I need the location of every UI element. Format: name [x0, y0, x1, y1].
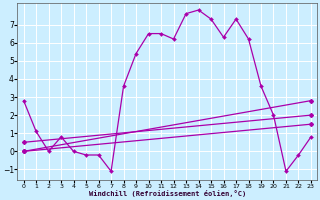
X-axis label: Windchill (Refroidissement éolien,°C): Windchill (Refroidissement éolien,°C)	[89, 190, 246, 197]
